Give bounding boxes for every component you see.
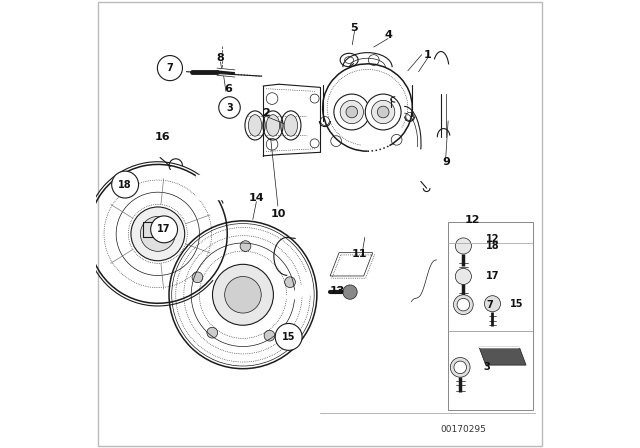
Text: 18: 18 <box>486 241 499 251</box>
Circle shape <box>192 272 203 283</box>
Ellipse shape <box>248 115 262 136</box>
Circle shape <box>266 138 278 150</box>
Circle shape <box>365 94 401 130</box>
Circle shape <box>207 327 218 338</box>
Circle shape <box>266 93 278 104</box>
Text: 15: 15 <box>282 332 296 342</box>
Text: 1: 1 <box>424 50 431 60</box>
Circle shape <box>391 134 402 145</box>
Ellipse shape <box>284 115 298 136</box>
Text: 12: 12 <box>486 234 499 244</box>
Polygon shape <box>479 347 526 365</box>
Circle shape <box>150 216 177 243</box>
Text: 3: 3 <box>484 362 490 372</box>
Text: 11: 11 <box>351 250 367 259</box>
FancyBboxPatch shape <box>99 2 541 446</box>
Circle shape <box>219 97 240 118</box>
Ellipse shape <box>266 115 280 136</box>
Circle shape <box>212 264 273 325</box>
Text: 14: 14 <box>248 193 264 203</box>
Circle shape <box>334 94 370 130</box>
Text: 2: 2 <box>262 108 270 118</box>
Text: 12: 12 <box>465 215 480 224</box>
Circle shape <box>169 221 317 369</box>
Circle shape <box>310 94 319 103</box>
Circle shape <box>369 55 379 65</box>
Circle shape <box>457 298 470 311</box>
Circle shape <box>346 106 358 118</box>
Circle shape <box>285 277 296 288</box>
Text: 15: 15 <box>510 299 524 309</box>
Circle shape <box>310 139 319 148</box>
Text: 16: 16 <box>154 132 170 142</box>
Text: 9: 9 <box>442 157 451 167</box>
Circle shape <box>406 112 413 121</box>
Circle shape <box>455 268 472 284</box>
Circle shape <box>331 136 342 146</box>
Text: 10: 10 <box>270 209 285 219</box>
Circle shape <box>451 358 470 377</box>
Text: 3: 3 <box>226 103 233 112</box>
Text: 5: 5 <box>351 23 358 33</box>
Text: 8: 8 <box>217 53 225 63</box>
Circle shape <box>343 285 357 299</box>
Circle shape <box>371 100 395 124</box>
Circle shape <box>454 295 473 314</box>
Circle shape <box>275 323 302 350</box>
Text: 7: 7 <box>486 300 493 310</box>
Text: 17: 17 <box>157 224 171 234</box>
Circle shape <box>240 241 251 251</box>
Text: 6: 6 <box>225 84 232 94</box>
Circle shape <box>157 56 182 81</box>
Text: 13: 13 <box>330 286 345 296</box>
Text: 00170295: 00170295 <box>440 425 486 434</box>
Text: 17: 17 <box>486 271 499 281</box>
Text: 7: 7 <box>166 63 173 73</box>
Circle shape <box>112 171 139 198</box>
Circle shape <box>378 106 389 118</box>
FancyBboxPatch shape <box>448 222 533 410</box>
Circle shape <box>140 216 175 251</box>
Circle shape <box>225 276 261 313</box>
Circle shape <box>321 116 330 125</box>
Circle shape <box>454 361 467 374</box>
Circle shape <box>455 238 472 254</box>
Text: 18: 18 <box>118 180 132 190</box>
Circle shape <box>340 100 364 124</box>
Circle shape <box>131 207 185 261</box>
Text: 4: 4 <box>384 30 392 40</box>
Circle shape <box>484 296 500 312</box>
Circle shape <box>264 330 275 341</box>
